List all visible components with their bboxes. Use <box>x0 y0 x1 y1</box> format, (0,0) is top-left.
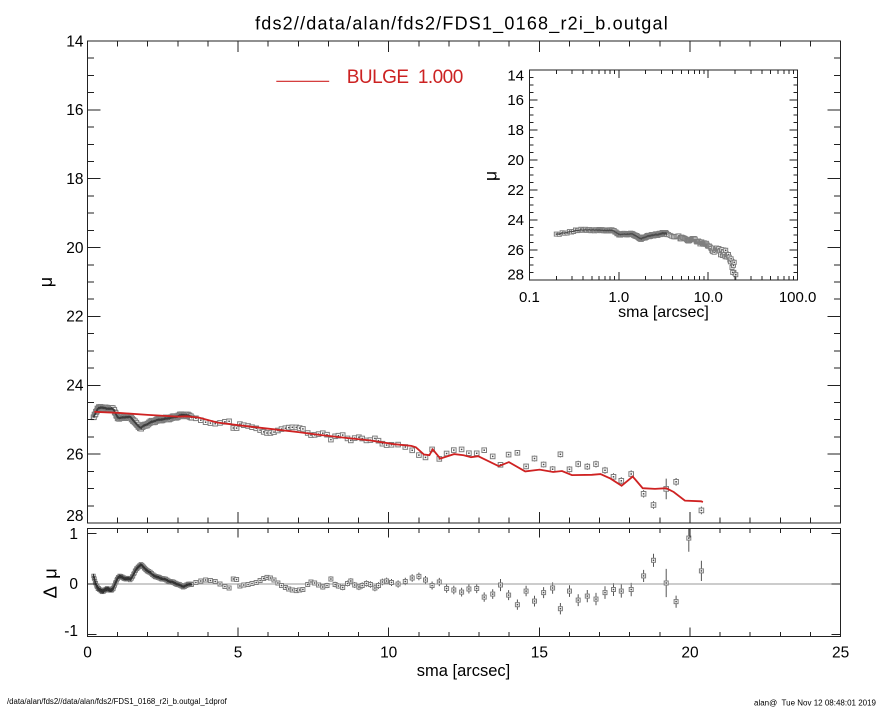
svg-text:26: 26 <box>507 242 524 259</box>
svg-text:22: 22 <box>507 182 524 199</box>
svg-text:24: 24 <box>507 212 524 229</box>
svg-text:5: 5 <box>234 645 243 662</box>
svg-text:24: 24 <box>66 378 84 395</box>
svg-text:26: 26 <box>66 446 83 463</box>
svg-text:14: 14 <box>507 68 524 85</box>
svg-text:0: 0 <box>69 576 78 593</box>
svg-text:-1: -1 <box>64 623 78 640</box>
svg-text:20: 20 <box>681 645 699 662</box>
svg-text:1.0: 1.0 <box>608 289 629 306</box>
svg-text:18: 18 <box>66 171 83 188</box>
svg-text:16: 16 <box>66 102 83 119</box>
svg-text:Δ μ: Δ μ <box>40 567 61 599</box>
svg-text:20: 20 <box>507 152 524 169</box>
svg-text:20: 20 <box>66 240 84 257</box>
svg-text:28: 28 <box>507 267 524 284</box>
svg-text:18: 18 <box>507 122 524 139</box>
svg-text:1: 1 <box>69 526 78 543</box>
svg-text:fds2//data/alan/fds2/FDS1_0168: fds2//data/alan/fds2/FDS1_0168_r2i_b.out… <box>255 14 669 35</box>
svg-text:28: 28 <box>66 508 83 525</box>
svg-text:μ: μ <box>36 277 56 287</box>
svg-text:sma [arcsec]: sma [arcsec] <box>417 662 511 680</box>
svg-text:10.0: 10.0 <box>694 289 723 306</box>
svg-text:μ: μ <box>481 171 501 181</box>
svg-text:15: 15 <box>531 645 548 662</box>
svg-text:/data/alan/fds2//data/alan/fds: /data/alan/fds2//data/alan/fds2/FDS1_016… <box>7 697 228 706</box>
svg-text:sma [arcsec]: sma [arcsec] <box>618 304 709 321</box>
svg-text:alan@ Tue Nov 12 08:48:01 201: alan@ Tue Nov 12 08:48:01 2019 <box>754 699 877 708</box>
svg-text:10: 10 <box>380 645 398 662</box>
svg-text:25: 25 <box>832 645 849 662</box>
svg-text:0.1: 0.1 <box>519 289 540 306</box>
svg-text:0: 0 <box>83 645 92 662</box>
svg-text:100.0: 100.0 <box>779 289 817 306</box>
svg-text:BULGE 1.000: BULGE 1.000 <box>347 67 463 88</box>
svg-text:14: 14 <box>66 34 84 51</box>
svg-text:16: 16 <box>507 92 524 109</box>
svg-text:22: 22 <box>66 309 83 326</box>
